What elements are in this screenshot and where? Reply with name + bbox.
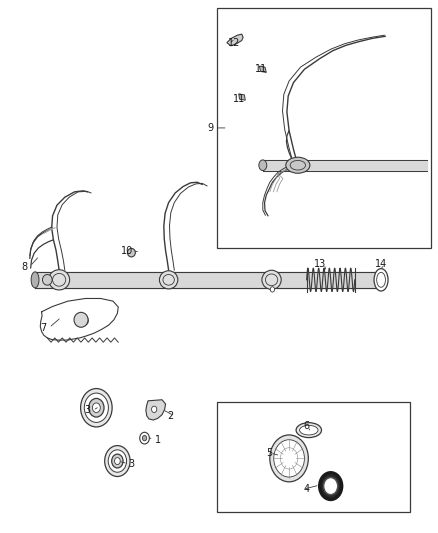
Ellipse shape	[374, 269, 388, 291]
Ellipse shape	[140, 432, 149, 444]
Text: 10: 10	[121, 246, 133, 255]
Text: 3: 3	[85, 406, 91, 415]
Text: 12: 12	[228, 38, 240, 47]
Ellipse shape	[42, 274, 52, 285]
Text: 11: 11	[254, 64, 267, 74]
Ellipse shape	[88, 399, 104, 417]
Ellipse shape	[324, 478, 338, 495]
Text: 2: 2	[168, 411, 174, 421]
Text: 11: 11	[233, 94, 245, 103]
Text: 4: 4	[304, 484, 310, 494]
Ellipse shape	[31, 272, 39, 288]
Text: 5: 5	[266, 448, 272, 458]
Ellipse shape	[84, 393, 109, 422]
Text: 8: 8	[21, 262, 27, 271]
Ellipse shape	[320, 473, 342, 499]
Ellipse shape	[286, 157, 310, 173]
Text: 1: 1	[155, 435, 161, 445]
Ellipse shape	[142, 435, 147, 441]
Bar	[217, 8, 431, 248]
Ellipse shape	[300, 425, 318, 435]
Polygon shape	[259, 66, 266, 72]
Ellipse shape	[152, 406, 157, 413]
Bar	[217, 402, 410, 512]
Text: 14: 14	[375, 259, 387, 269]
Ellipse shape	[296, 423, 321, 438]
Ellipse shape	[81, 389, 112, 427]
Ellipse shape	[377, 272, 385, 288]
Ellipse shape	[262, 270, 281, 289]
Ellipse shape	[127, 248, 135, 257]
Text: 6: 6	[304, 422, 310, 431]
Polygon shape	[239, 94, 245, 100]
Text: 9: 9	[207, 123, 213, 133]
Ellipse shape	[259, 160, 267, 171]
Ellipse shape	[49, 270, 70, 290]
Ellipse shape	[74, 312, 88, 327]
Text: 3: 3	[128, 459, 134, 469]
Polygon shape	[227, 34, 243, 46]
Ellipse shape	[270, 435, 308, 482]
Ellipse shape	[274, 440, 304, 477]
Ellipse shape	[377, 272, 385, 287]
Ellipse shape	[108, 450, 127, 472]
Ellipse shape	[115, 457, 120, 464]
Text: 13: 13	[314, 259, 326, 269]
Text: 7: 7	[41, 323, 47, 333]
Ellipse shape	[159, 271, 178, 289]
Ellipse shape	[105, 446, 130, 477]
Ellipse shape	[92, 403, 100, 413]
Ellipse shape	[270, 287, 275, 292]
Polygon shape	[146, 400, 166, 420]
Ellipse shape	[112, 454, 123, 468]
